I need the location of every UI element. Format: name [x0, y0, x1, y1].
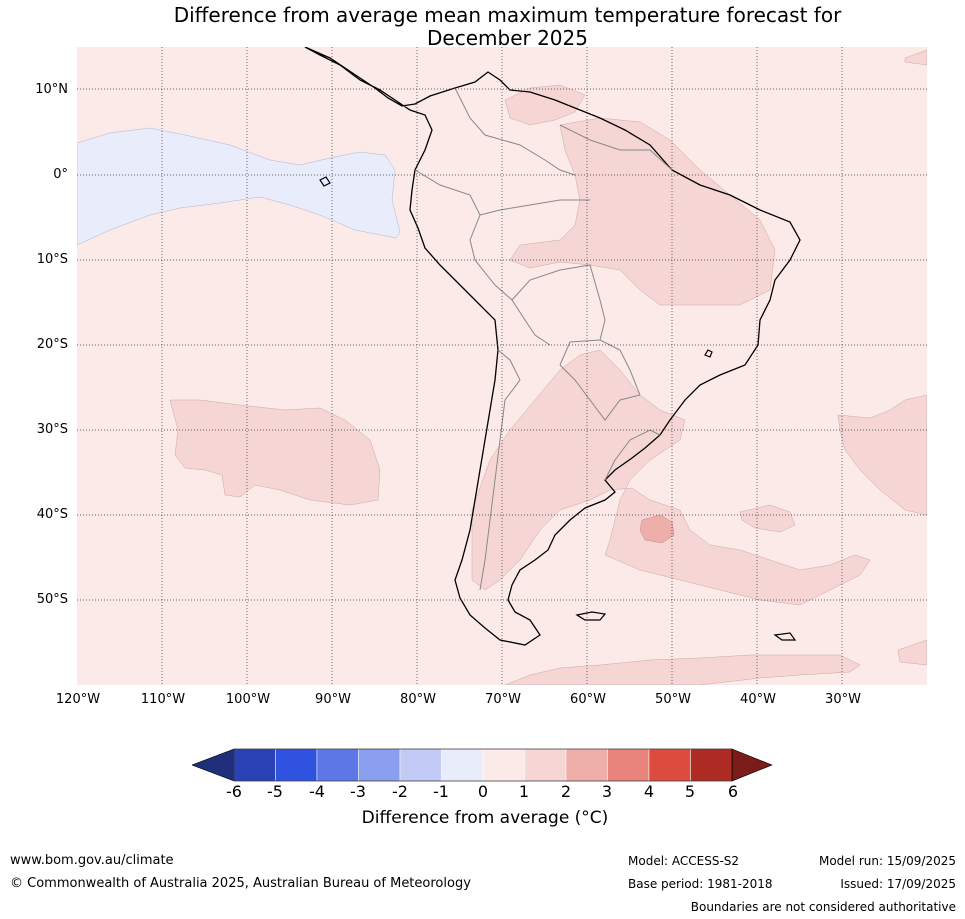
lon-label-70w: 70°W — [485, 692, 521, 707]
colorbar-tick: -6 — [226, 782, 242, 801]
colorbar-extend-high — [731, 748, 773, 782]
lat-label-30s: 30°S — [36, 422, 68, 437]
lat-label-10n: 10°N — [35, 82, 68, 97]
base-period-text: Base period: 1981-2018 — [628, 877, 773, 891]
lat-label-50s: 50°S — [36, 592, 68, 607]
lat-label-40s: 40°S — [36, 507, 68, 522]
disclaimer-text: Boundaries are not considered authoritat… — [690, 900, 956, 914]
colorbar-cell — [233, 748, 276, 782]
copyright-text: © Commonwealth of Australia 2025, Austra… — [10, 876, 471, 891]
colorbar-cell — [275, 748, 318, 782]
colorbar-outline — [233, 748, 733, 782]
colorbar-cell — [607, 748, 650, 782]
colorbar-tick: -2 — [392, 782, 408, 801]
lon-label-30w: 30°W — [825, 692, 861, 707]
forecast-map — [77, 47, 927, 685]
colorbar-cell — [399, 748, 442, 782]
colorbar-tick: 4 — [643, 782, 655, 801]
lat-label-10s: 10°S — [36, 252, 68, 267]
lon-label-100w: 100°W — [225, 692, 271, 707]
lat-label-0: 0° — [53, 167, 68, 182]
colorbar-cell — [648, 748, 691, 782]
map-title: Difference from average mean maximum tem… — [0, 4, 965, 50]
colorbar-cell — [358, 748, 401, 782]
lon-label-80w: 80°W — [400, 692, 436, 707]
model-text: Model: ACCESS-S2 — [628, 854, 740, 868]
colorbar-cell — [482, 748, 525, 782]
colorbar-extend-low — [192, 748, 235, 782]
colorbar-cell — [316, 748, 359, 782]
anomaly-region-negative — [77, 127, 401, 246]
model-run-text: Model run: 15/09/2025 — [818, 854, 956, 868]
lon-label-50w: 50°W — [655, 692, 691, 707]
coastline-south-america — [304, 47, 801, 646]
colorbar-tick: 2 — [560, 782, 572, 801]
colorbar-tick: -5 — [267, 782, 283, 801]
lon-label-110w: 110°W — [140, 692, 186, 707]
colorbar-cell — [524, 748, 567, 782]
colorbar-tick: -1 — [433, 782, 449, 801]
colorbar-cell — [565, 748, 608, 782]
colorbar-tick: 6 — [727, 782, 739, 801]
colorbar-tick: -3 — [350, 782, 366, 801]
colorbar-tick: 3 — [601, 782, 613, 801]
map-canvas — [77, 47, 927, 685]
colorbar-cell — [441, 748, 484, 782]
islands — [319, 176, 797, 641]
lon-label-60w: 60°W — [570, 692, 606, 707]
colorbar — [192, 748, 773, 782]
colorbar-cell — [690, 748, 733, 782]
lon-label-40w: 40°W — [740, 692, 776, 707]
colorbar-label: Difference from average (°C) — [361, 808, 609, 828]
colorbar-tick: 1 — [518, 782, 530, 801]
anomaly-regions-1-2 — [169, 49, 927, 685]
lon-label-90w: 90°W — [315, 692, 351, 707]
lat-label-20s: 20°S — [36, 337, 68, 352]
graticule — [77, 47, 927, 685]
country-borders — [414, 87, 673, 591]
title-line-2: December 2025 — [427, 26, 588, 50]
anomaly-region-2-3 — [639, 514, 675, 544]
title-line-1: Difference from average mean maximum tem… — [173, 3, 842, 27]
colorbar-tick: 5 — [684, 782, 696, 801]
colorbar-tick: 0 — [477, 782, 489, 801]
lon-label-120w: 120°W — [55, 692, 101, 707]
issued-text: Issued: 17/09/2025 — [840, 877, 956, 891]
website-link[interactable]: www.bom.gov.au/climate — [10, 853, 174, 868]
colorbar-cells — [192, 748, 773, 782]
colorbar-tick: -4 — [309, 782, 325, 801]
